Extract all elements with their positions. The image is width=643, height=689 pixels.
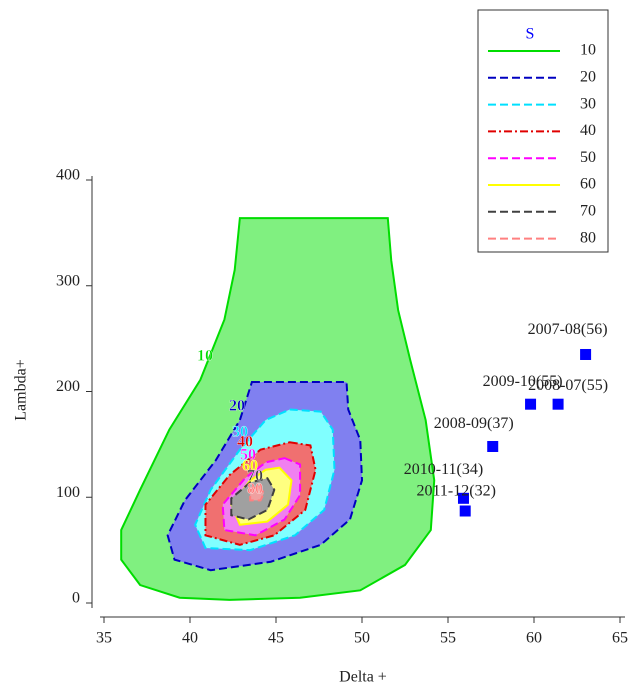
x-tick-label: 35 bbox=[96, 630, 112, 647]
contour-label: 80 bbox=[247, 481, 263, 498]
scatter-point bbox=[459, 505, 471, 517]
legend-label: 60 bbox=[580, 176, 596, 193]
x-tick-label: 50 bbox=[354, 630, 370, 647]
contour-label: 50 bbox=[240, 447, 256, 464]
point-label: 2008-09(37) bbox=[434, 415, 514, 432]
y-tick-label: 200 bbox=[56, 378, 80, 395]
x-tick-label: 60 bbox=[526, 630, 542, 647]
x-tick-label: 55 bbox=[440, 630, 456, 647]
y-tick-label: 100 bbox=[56, 484, 80, 501]
contour-region bbox=[249, 484, 266, 502]
legend-label: 20 bbox=[580, 68, 596, 85]
point-label: 2009-10(55) bbox=[483, 373, 563, 390]
scatter-point bbox=[552, 398, 564, 410]
scatter-point bbox=[487, 440, 499, 452]
x-tick-label: 40 bbox=[182, 630, 198, 647]
x-tick-label: 65 bbox=[612, 630, 628, 647]
point-label: 2008-07(55) bbox=[528, 377, 608, 394]
legend-label: 10 bbox=[580, 42, 596, 59]
y-axis-label: Lambda+ bbox=[13, 359, 30, 420]
point-label: 2010-11(34) bbox=[404, 461, 483, 478]
legend-label: 40 bbox=[580, 122, 596, 139]
contour-label: 10 bbox=[197, 348, 213, 365]
y-tick-label: 0 bbox=[72, 590, 80, 607]
scatter-point bbox=[525, 398, 537, 410]
y-tick-label: 400 bbox=[56, 167, 80, 184]
legend-label: 30 bbox=[580, 95, 596, 112]
legend-title: S bbox=[526, 26, 535, 43]
point-label: 2007-08(56) bbox=[528, 321, 608, 338]
legend-label: 70 bbox=[580, 202, 596, 219]
scatter-point bbox=[457, 492, 469, 504]
y-tick-label: 300 bbox=[56, 272, 80, 289]
legend-label: 50 bbox=[580, 149, 596, 166]
point-label: 2011-12(32) bbox=[417, 483, 496, 500]
x-axis-label: Delta + bbox=[339, 669, 387, 686]
contour-label: 70 bbox=[247, 468, 263, 485]
x-tick-label: 45 bbox=[268, 630, 284, 647]
contour-label: 40 bbox=[237, 434, 253, 451]
scatter-point bbox=[580, 348, 592, 360]
contour-label: 30 bbox=[232, 424, 248, 441]
contour-label: 60 bbox=[242, 458, 258, 475]
legend-label: 80 bbox=[580, 229, 596, 246]
contour-label: 20 bbox=[229, 398, 245, 415]
